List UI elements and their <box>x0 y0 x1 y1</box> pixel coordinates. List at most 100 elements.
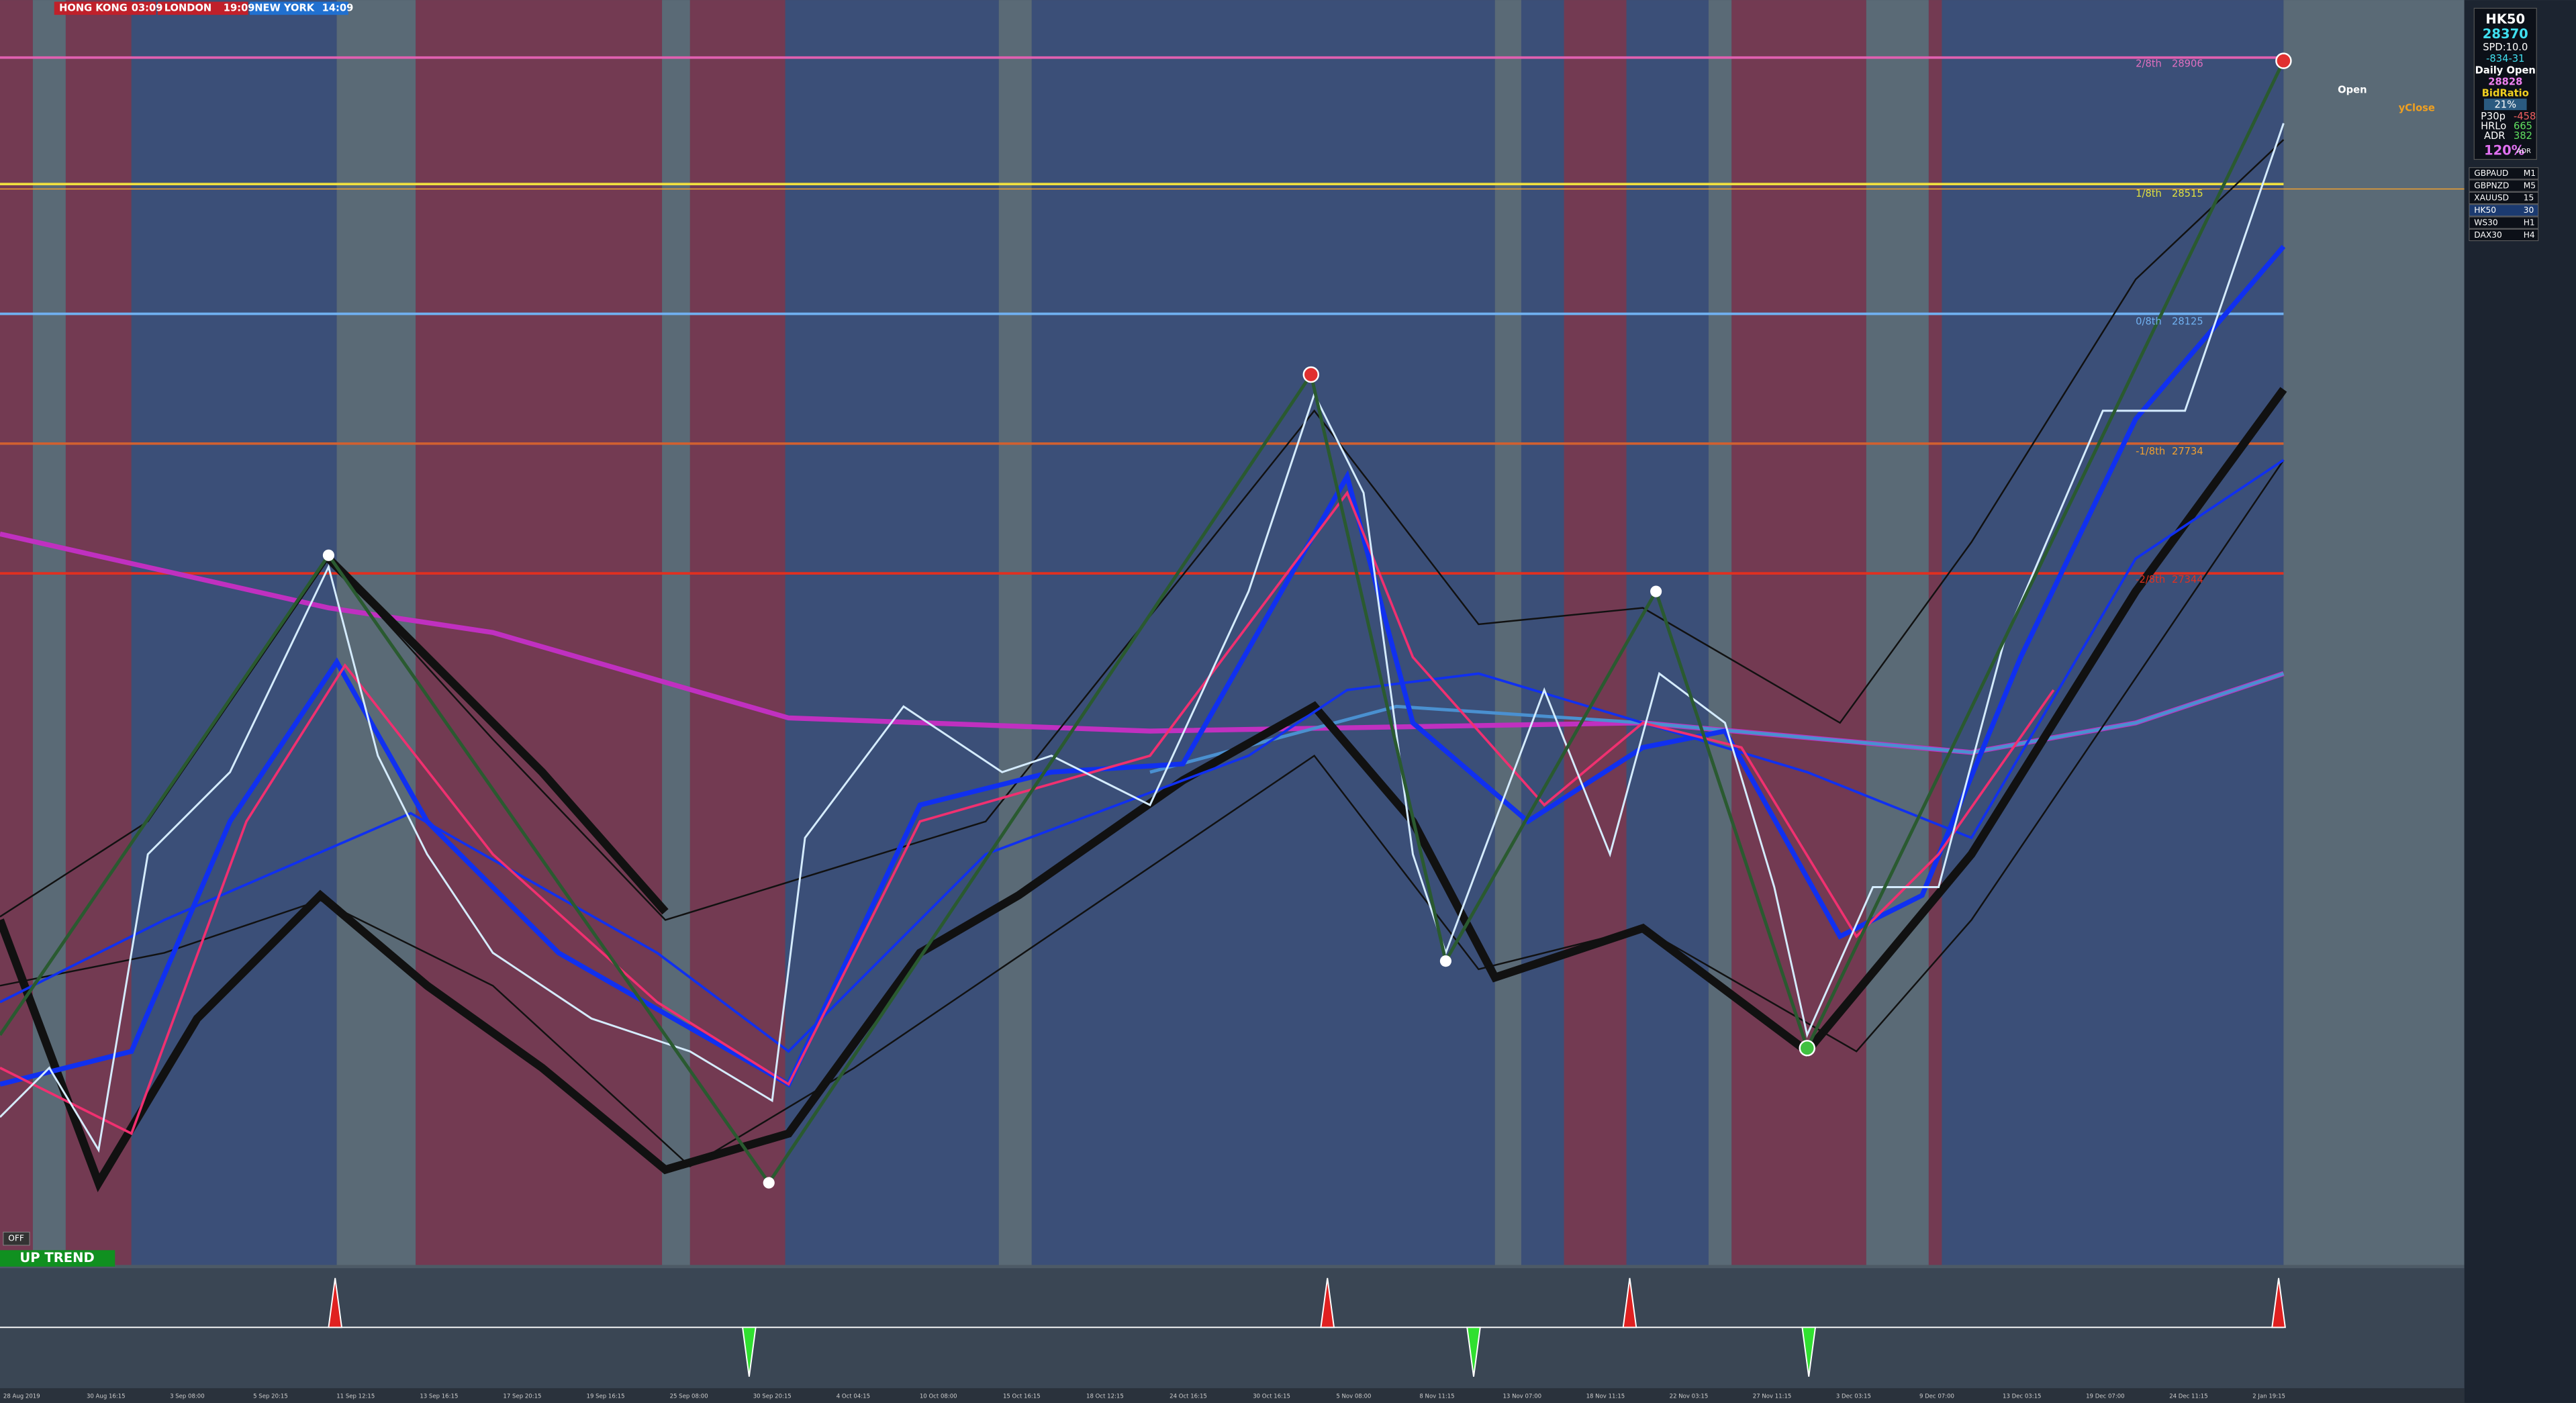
sub-indicator-panel <box>0 1268 2465 1388</box>
info-p30p-label: P30p <box>2481 111 2506 122</box>
price-line <box>0 123 2285 1153</box>
symbol-name[interactable]: GBPNZD <box>2474 181 2509 190</box>
clock-city: HONG KONG <box>59 2 128 13</box>
clock-city: NEW YORK <box>254 2 314 13</box>
session-bands <box>0 0 2465 1265</box>
info-bidratio-label: BidRatio <box>2482 88 2529 99</box>
symbol-timeframe[interactable]: H1 <box>2524 217 2535 227</box>
symbol-timeframe[interactable]: M1 <box>2524 168 2536 178</box>
symbol-timeframe[interactable]: M5 <box>2524 181 2536 190</box>
info-panel: HK50 28370 SPD:10.0 -834-31 Daily Open 2… <box>2473 7 2537 160</box>
ma-blue-slow <box>0 458 2285 1053</box>
level-price: 28125 <box>2172 316 2203 328</box>
symbol-name[interactable]: HK50 <box>2474 205 2496 215</box>
symbol-row[interactable] <box>2469 167 2539 180</box>
date-label: 4 Oct 04:15 <box>837 1394 870 1400</box>
date-label: 3 Sep 08:00 <box>170 1394 205 1400</box>
ma-black-upper <box>326 555 669 915</box>
info-adr-label: ADR <box>2484 130 2506 142</box>
date-label: 22 Nov 03:15 <box>1670 1394 1709 1400</box>
date-label: 18 Nov 11:15 <box>1586 1394 1625 1400</box>
symbol-name[interactable]: XAUUSD <box>2474 193 2509 203</box>
level-label: 2/8th <box>2136 58 2162 70</box>
clock-time: 19:09 <box>224 2 255 13</box>
date-label: 15 Oct 16:15 <box>1003 1394 1041 1400</box>
info-hrlo-label: HRLo <box>2481 121 2506 132</box>
info-bidratio: 21% <box>2494 99 2516 111</box>
ma-mid <box>1149 672 2285 774</box>
toggle-label[interactable]: OFF <box>8 1234 24 1243</box>
sub-indicator-spikes <box>328 1277 2286 1377</box>
date-label: 30 Aug 16:15 <box>87 1394 126 1400</box>
date-label: 24 Oct 16:15 <box>1170 1394 1207 1400</box>
date-label: 30 Oct 16:15 <box>1253 1394 1290 1400</box>
info-symbol: HK50 <box>2485 11 2525 27</box>
level-label: 1/8th <box>2136 188 2162 199</box>
info-price: 28370 <box>2483 26 2528 42</box>
info-adr-pct: 120% <box>2484 143 2524 158</box>
info-hrlo: 665 <box>2514 121 2532 132</box>
band-lower <box>0 459 2285 1168</box>
level-label: -2/8th <box>2136 574 2165 585</box>
date-label: 27 Nov 11:15 <box>1753 1394 1792 1400</box>
level-labels: 2/8th 28906 1/8th 28515 0/8th 28125 -1/8… <box>2136 58 2435 585</box>
info-daily-open-label: Daily Open <box>2475 64 2536 76</box>
symbol-row[interactable] <box>2469 204 2539 217</box>
symbol-row[interactable] <box>2469 216 2539 229</box>
info-p30p: -458 <box>2514 111 2536 122</box>
info-change: -834-31 <box>2486 53 2524 64</box>
clock-time: 03:09 <box>132 2 163 13</box>
date-label: 13 Sep 16:15 <box>420 1394 458 1400</box>
symbol-timeframe[interactable]: 30 <box>2524 205 2534 215</box>
date-label: 5 Nov 08:00 <box>1336 1394 1371 1400</box>
symbol-row[interactable] <box>2469 191 2539 205</box>
symbol-timeframe[interactable]: 15 <box>2524 193 2534 203</box>
symbol-name[interactable]: WS30 <box>2474 217 2497 227</box>
open-label: Open <box>2338 85 2367 96</box>
date-label: 24 Dec 11:15 <box>2169 1394 2207 1400</box>
date-label: 3 Dec 03:15 <box>1836 1394 1871 1400</box>
level-price: 28515 <box>2172 188 2203 199</box>
level-price: 27734 <box>2172 446 2203 457</box>
date-label: 17 Sep 20:15 <box>503 1394 541 1400</box>
clock-time: 14:09 <box>322 2 354 13</box>
level-label: -1/8th <box>2136 446 2165 457</box>
yclose-label: yClose <box>2399 103 2435 114</box>
level-label: 0/8th <box>2136 316 2162 328</box>
date-axis <box>0 1388 2465 1403</box>
level-price: 28906 <box>2172 58 2203 70</box>
clock-city: LONDON <box>164 2 212 13</box>
toggle-button[interactable] <box>3 1231 30 1246</box>
symbol-name[interactable]: DAX30 <box>2474 230 2501 240</box>
symbol-row[interactable] <box>2469 179 2539 192</box>
zigzag <box>0 60 2285 1186</box>
trend-label: UP TREND <box>19 1250 94 1265</box>
date-label: 2 Jan 19:15 <box>2252 1394 2285 1400</box>
date-label: 8 Nov 11:15 <box>1419 1394 1454 1400</box>
date-labels: 28 Aug 2019 30 Aug 16:15 3 Sep 08:00 5 Sep … <box>3 1394 2285 1400</box>
symbol-name[interactable]: GBPAUD <box>2474 168 2508 178</box>
symbol-row[interactable] <box>2469 228 2539 242</box>
symbol-list: GBPAUD M1 GBPNZD M5 XAUUSD 15 HK50 30 WS30 H1 DAX3… <box>2469 167 2539 242</box>
date-label: 18 Oct 12:15 <box>1086 1394 1124 1400</box>
level-lines <box>0 56 2465 575</box>
date-label: 28 Aug 2019 <box>3 1394 40 1400</box>
indicators <box>0 60 2287 1193</box>
ma-blue-fast <box>0 244 2286 1088</box>
symbol-timeframe[interactable]: H4 <box>2524 230 2535 240</box>
date-label: 9 Dec 07:00 <box>1919 1394 1954 1400</box>
level-price: 27344 <box>2172 574 2203 585</box>
date-label: 13 Dec 03:15 <box>2003 1394 2041 1400</box>
date-label: 11 Sep 12:15 <box>336 1394 375 1400</box>
date-label: 5 Sep 20:15 <box>253 1394 288 1400</box>
info-daily-open: 28828 <box>2488 76 2522 87</box>
date-label: 19 Dec 07:00 <box>2086 1394 2124 1400</box>
session-clocks: HONG KONG 03:09 LONDON 19:09 NEW YORK 14… <box>54 1 354 15</box>
date-label: 13 Nov 07:00 <box>1502 1394 1541 1400</box>
ma-red <box>0 490 2055 1136</box>
date-label: 19 Sep 16:15 <box>587 1394 625 1400</box>
trend-badge <box>0 1250 115 1267</box>
date-label: 30 Sep 20:15 <box>753 1394 792 1400</box>
